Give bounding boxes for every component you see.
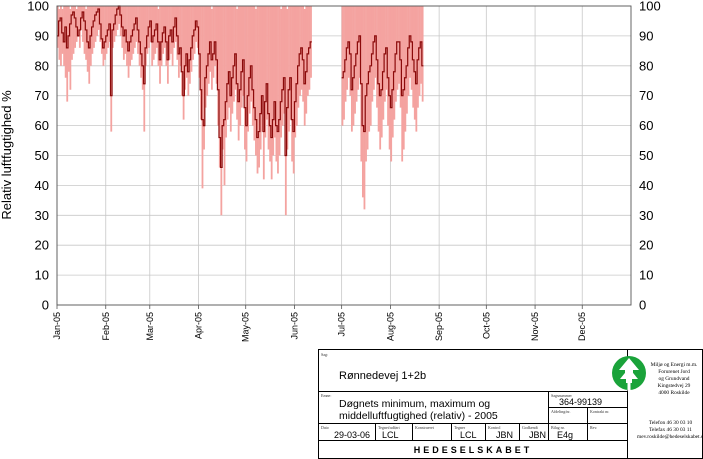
rev-label: Rev. (590, 425, 598, 430)
tegner-label: Tegner (454, 425, 466, 430)
emne-label: Emne: (321, 393, 332, 398)
y-tick-label-left: 100 (27, 0, 49, 14)
title-block: Sag: Rønnedevej 1+2b Emne: Døgnets minim… (318, 349, 703, 459)
y-tick-label-left: 80 (35, 58, 49, 73)
x-tick-label: Apr-05 (194, 312, 204, 339)
company-address: Miljø og Energi m.m. Forurenet Jord og Gru… (644, 362, 703, 397)
y-tick-label-right: 20 (639, 238, 653, 253)
x-tick-label: Aug-05 (385, 312, 395, 341)
daily-mean-line (57, 5, 312, 169)
y-tick-label-right: 100 (639, 0, 661, 14)
company-contact: Telefon 46 30 03 10 Telefax 46 30 03 11 me… (637, 420, 703, 441)
x-tick-label: Jun-05 (289, 312, 299, 340)
plot-frame (56, 5, 632, 306)
y-tick-label-left: 70 (35, 88, 49, 103)
bilag-label: Bilag nr. (551, 425, 565, 430)
kontrol-label: Kontrol (488, 425, 501, 430)
y-tick-label-right: 80 (639, 58, 653, 73)
company-contact-line: mev.roskilde@hedeselskabet.dk (637, 434, 703, 440)
tegner-value: LCL (460, 430, 477, 440)
sagsnummer-label: Sagsnummer (551, 393, 572, 398)
y-tick-label-right: 0 (639, 298, 646, 313)
y-tick-label-left: 90 (35, 28, 49, 43)
x-tick-label: Mar-05 (145, 312, 155, 341)
dato-label: Dato (321, 425, 329, 430)
y-tick-label-right: 10 (639, 268, 653, 283)
daily-mean-line (341, 35, 424, 133)
y-tick-label-right: 60 (639, 118, 653, 133)
y-tick-label-right: 40 (639, 178, 653, 193)
dato-value: 29-03-06 (334, 430, 371, 440)
y-tick-label-left: 40 (35, 178, 49, 193)
axes (56, 5, 632, 309)
y-tick-label-left: 30 (35, 208, 49, 223)
kontrol-value: JBN (496, 430, 514, 440)
sag-value: Rønnedevej 1+2b (339, 370, 427, 382)
konstrueret-label: Konstrueret (415, 425, 434, 430)
emne-value-line1: Døgnets minimum, maximum og (339, 398, 491, 410)
company-address-line: Kingstedvej 29 (657, 383, 691, 389)
company-contact-line: Telefax 46 30 03 11 (649, 427, 692, 433)
y-tick-label-right: 90 (639, 28, 653, 43)
sag-label: Sag: (321, 352, 329, 357)
y-tick-label-left: 50 (35, 148, 49, 163)
y-tick-label-left: 60 (35, 118, 49, 133)
godkendt-value: JBN (529, 430, 547, 440)
x-tick-label: Jan-05 (52, 312, 62, 340)
afdeling-label: Afdeling/nr. (551, 409, 571, 414)
daily-mean-series (57, 5, 424, 169)
y-tick-label-left: 0 (42, 298, 49, 313)
x-tick-label: Nov-05 (530, 312, 540, 341)
x-tick-label: Dec-05 (577, 312, 587, 341)
emne-value-line2: middelluftfugtighed (relativ) - 2005 (339, 410, 498, 422)
y-tick-label-left: 20 (35, 238, 49, 253)
godkendt-label: Godkendt (522, 425, 538, 430)
kontrakt-label: Kontrakt nr. (590, 409, 610, 414)
x-tick-label: Oct-05 (481, 312, 491, 339)
y-axis-title: Relativ luftfugtighed % (0, 90, 14, 220)
company-address-line: Miljø og Energi m.m. (650, 362, 698, 368)
tegnet-label: Tegnet/udført (378, 425, 400, 430)
brand-name: HEDESELSKABET (413, 445, 533, 455)
sagsnummer-value: 364-99139 (559, 397, 603, 407)
y-tick-label-right: 30 (639, 208, 653, 223)
x-tick-label: Jul-05 (337, 312, 347, 337)
y-tick-label-right: 70 (639, 88, 653, 103)
y-tick-label-right: 50 (639, 148, 653, 163)
company-address-line: Forurenet Jord (658, 369, 690, 375)
company-address-line: og Grundvand (658, 376, 690, 382)
axis-labels: 0 0 10 10 20 20 30 30 40 40 50 50 60 60 70 70 80 80 90 90 10… (27, 0, 660, 342)
company-address-line: 4000 Roskilde (658, 390, 690, 396)
company-contact-line: Telefon 46 30 03 10 (648, 420, 693, 426)
tegnet-value: LCL (382, 430, 399, 440)
company-logo (612, 356, 646, 391)
x-tick-label: Sep-05 (434, 312, 444, 341)
x-tick-label: Feb-05 (101, 312, 111, 341)
y-tick-label-left: 10 (35, 268, 49, 283)
x-tick-label: May-05 (241, 312, 251, 342)
bilag-value: E4g (557, 430, 574, 440)
